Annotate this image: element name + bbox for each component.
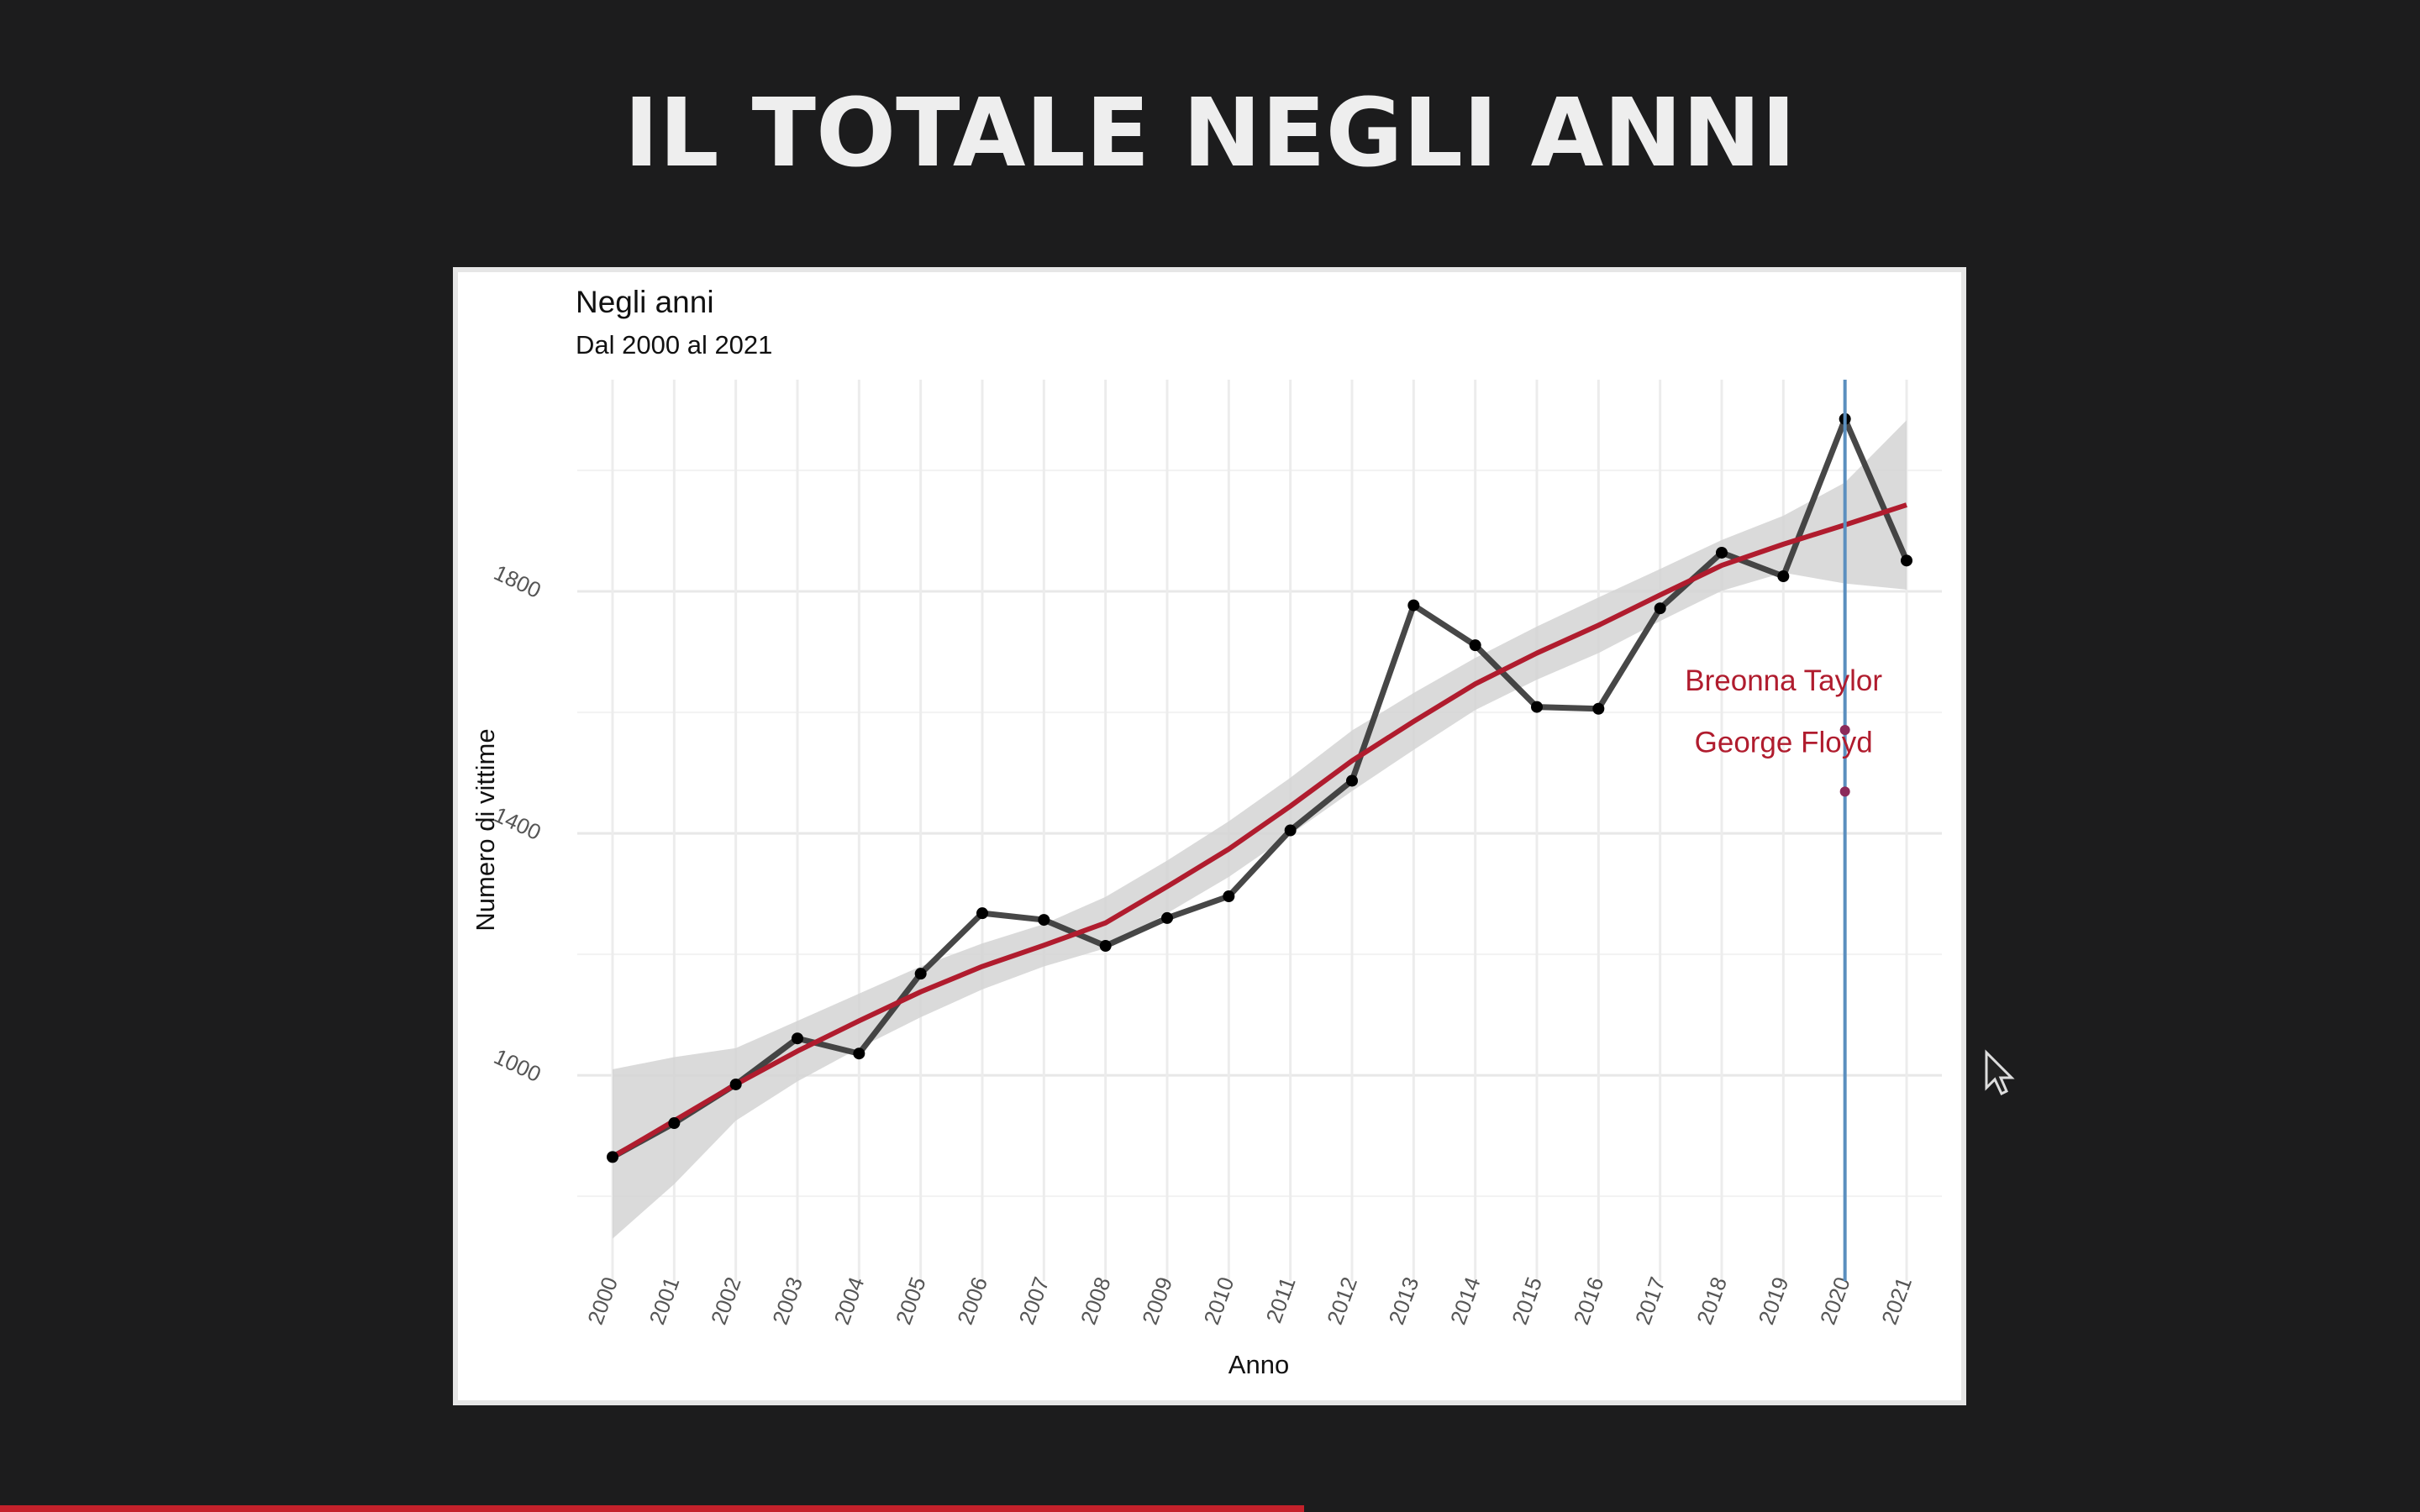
page-title: IL TOTALE NEGLI ANNI xyxy=(624,79,1797,188)
data-point xyxy=(1038,914,1050,927)
progress-bar xyxy=(0,1505,1304,1512)
data-point xyxy=(1407,599,1420,612)
data-point xyxy=(792,1032,803,1045)
data-point xyxy=(1346,774,1358,787)
annotation-label: Breonna Taylor xyxy=(1685,664,1882,697)
data-point xyxy=(1592,702,1605,715)
data-point xyxy=(1469,639,1481,652)
trend-line xyxy=(611,502,1907,1159)
data-point xyxy=(1777,570,1790,583)
chart-subtitle: Dal 2000 al 2021 xyxy=(576,330,772,360)
chart-title: Negli anni xyxy=(576,285,714,319)
data-point xyxy=(1531,701,1543,713)
annotation-label: George Floyd xyxy=(1695,727,1873,759)
annotation-point xyxy=(1839,724,1850,735)
mouse-cursor xyxy=(1985,1049,2015,1096)
data-point xyxy=(729,1078,742,1090)
data-point xyxy=(1161,911,1173,924)
data-point xyxy=(1654,602,1666,615)
data-point xyxy=(1284,824,1297,837)
data-point xyxy=(976,907,988,920)
data-point xyxy=(668,1117,681,1130)
data-point xyxy=(853,1047,865,1060)
data-point xyxy=(1223,890,1235,902)
data-point xyxy=(1716,546,1728,559)
data-point xyxy=(607,1151,618,1163)
x-axis-label: Anno xyxy=(1228,1350,1289,1379)
annotation-point xyxy=(1839,786,1850,797)
y-axis-label: Numero di vittime xyxy=(471,728,500,931)
data-point xyxy=(914,968,927,980)
data-point xyxy=(1901,554,1912,567)
data-point xyxy=(1099,940,1112,953)
